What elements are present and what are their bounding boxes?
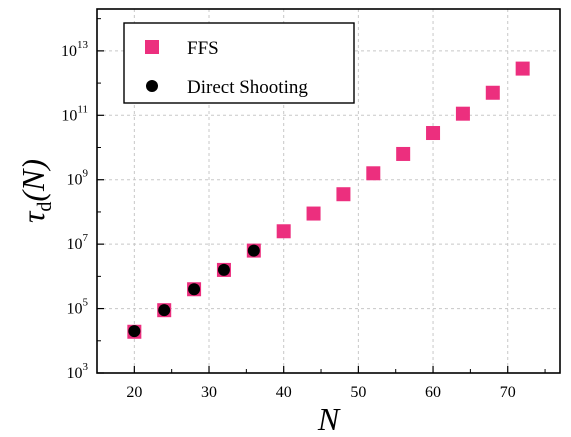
y-tick-base: 10: [67, 365, 83, 382]
point-direct-shooting: [158, 304, 171, 317]
x-tick-label: 60: [425, 384, 441, 401]
point-ffs: [276, 224, 291, 239]
y-tick-exponent: 9: [83, 168, 89, 180]
y-tick-exponent: 3: [83, 361, 89, 373]
y-tick-exponent: 7: [83, 232, 89, 244]
point-direct-shooting: [247, 244, 260, 257]
y-axis-label-symbol: τ: [15, 210, 51, 223]
point-ffs: [485, 85, 500, 100]
legend-marker-direct-shooting: [146, 80, 158, 92]
y-tick-exponent: 5: [83, 297, 89, 309]
legend-label-direct-shooting: Direct Shooting: [187, 77, 308, 98]
point-ffs: [426, 126, 441, 141]
y-tick-base: 10: [61, 43, 77, 60]
point-ffs: [336, 187, 351, 202]
point-ffs: [515, 61, 530, 76]
legend-box: [123, 22, 355, 104]
y-tick-base: 10: [67, 236, 83, 253]
legend: FFS Direct Shooting: [123, 22, 355, 104]
y-tick-label: 109: [67, 168, 89, 189]
plot-frame: [96, 8, 561, 374]
x-axis-label: N: [317, 401, 341, 437]
y-tick-base: 10: [67, 172, 83, 189]
y-tick-label: 105: [67, 297, 89, 318]
y-axis-label-arg: (N): [15, 159, 51, 202]
legend-label-ffs: FFS: [187, 38, 219, 59]
point-ffs: [366, 166, 381, 181]
point-ffs: [306, 206, 321, 221]
point-direct-shooting: [188, 283, 201, 296]
y-tick-label: 1011: [61, 103, 88, 124]
y-tick-exponent: 13: [77, 39, 89, 51]
point-ffs: [396, 146, 411, 161]
y-tick-base: 10: [67, 301, 83, 318]
y-tick-label: 103: [67, 361, 89, 382]
y-axis-label-subscript: d: [34, 202, 56, 212]
y-tick-label: 1013: [61, 39, 89, 60]
point-ffs: [455, 106, 470, 121]
x-tick-label: 70: [500, 384, 516, 401]
x-tick-label: 30: [201, 384, 217, 401]
legend-marker-ffs: [145, 40, 159, 54]
x-tick-label: 20: [126, 384, 142, 401]
y-tick-exponent: 11: [77, 103, 88, 115]
y-tick-base: 10: [61, 107, 77, 124]
x-tick-label: 50: [350, 384, 366, 401]
point-direct-shooting: [217, 263, 230, 276]
data-points: [127, 61, 530, 339]
point-direct-shooting: [128, 325, 141, 338]
y-tick-label: 107: [67, 232, 89, 253]
x-tick-label: 40: [276, 384, 292, 401]
y-axis-label: τd(N): [15, 159, 56, 223]
